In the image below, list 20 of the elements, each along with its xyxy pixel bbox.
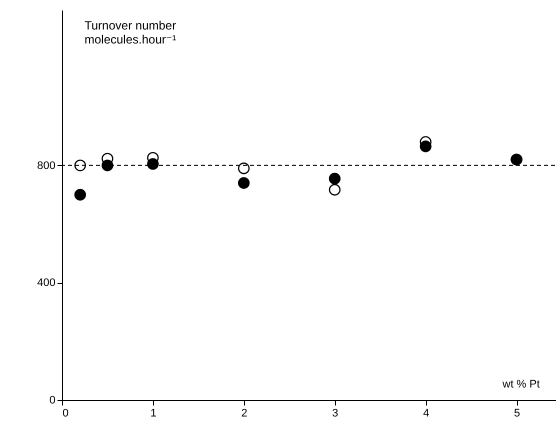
point bbox=[238, 177, 250, 189]
x-tick-label: 2 bbox=[241, 408, 248, 420]
y-tick-label: 800 bbox=[37, 160, 56, 172]
point bbox=[102, 160, 114, 172]
x-tick-label: 0 bbox=[62, 408, 69, 420]
x-tick-label: 5 bbox=[514, 408, 520, 420]
point bbox=[328, 184, 341, 196]
x-tick-label: 3 bbox=[332, 408, 338, 420]
x-tick-label: 1 bbox=[150, 408, 156, 420]
y-tick-label: 0 bbox=[49, 394, 56, 406]
point bbox=[147, 158, 159, 170]
y-axis-title: Turnover number molecules.hour⁻¹ bbox=[84, 18, 176, 46]
point bbox=[420, 140, 432, 152]
y-tick-label: 400 bbox=[37, 277, 56, 290]
point bbox=[328, 172, 341, 184]
point bbox=[238, 162, 250, 174]
x-axis-title: wt % Pt bbox=[502, 378, 540, 390]
point bbox=[74, 160, 86, 172]
x-tick-label: 4 bbox=[423, 408, 430, 420]
point bbox=[74, 188, 86, 201]
